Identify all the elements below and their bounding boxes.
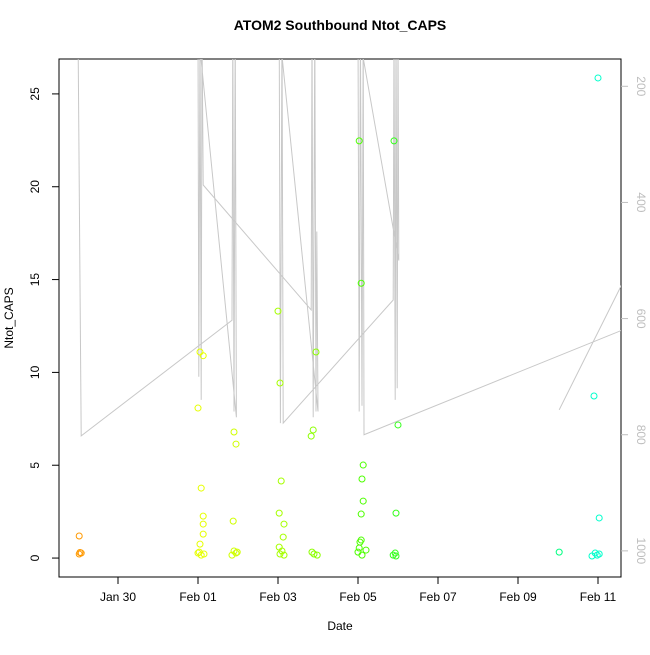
x-tick-label: Feb 01 xyxy=(179,590,217,604)
data-point xyxy=(312,348,320,356)
data-point xyxy=(280,551,288,559)
data-point xyxy=(595,550,603,558)
y-axis-title: Ntot_CAPS xyxy=(2,287,16,348)
y2-tick-label: 1000 xyxy=(634,538,648,565)
y2-tick-label: 800 xyxy=(634,425,648,445)
data-point xyxy=(390,137,398,145)
data-point xyxy=(274,307,282,315)
data-point xyxy=(357,510,365,518)
data-point xyxy=(389,551,397,559)
pressure-line xyxy=(77,59,621,437)
data-point xyxy=(307,432,315,440)
y2-tick-label: 600 xyxy=(634,309,648,329)
data-point xyxy=(355,137,363,145)
x-tick-label: Feb 11 xyxy=(580,590,617,604)
data-point xyxy=(277,477,285,485)
data-point xyxy=(308,548,316,556)
y-tick-label: 25 xyxy=(28,87,42,101)
data-point xyxy=(555,548,563,556)
plot-area xyxy=(75,59,621,560)
data-point xyxy=(392,509,400,517)
data-point xyxy=(233,548,241,556)
data-point xyxy=(200,550,208,558)
data-point xyxy=(595,514,603,522)
data-point xyxy=(359,461,367,469)
data-point xyxy=(313,551,321,559)
data-point xyxy=(309,426,317,434)
data-point xyxy=(199,352,207,360)
y2-tick-label: 200 xyxy=(634,76,648,96)
data-point xyxy=(394,421,402,429)
data-point xyxy=(594,74,602,82)
x-tick-label: Feb 07 xyxy=(419,590,457,604)
data-point xyxy=(310,550,318,558)
data-point xyxy=(357,279,365,287)
data-point xyxy=(232,440,240,448)
x-tick-label: Jan 30 xyxy=(100,590,136,604)
plot-frame xyxy=(58,58,622,578)
data-point xyxy=(228,551,236,559)
data-point xyxy=(199,520,207,528)
data-point xyxy=(199,512,207,520)
data-point xyxy=(362,546,370,554)
data-point xyxy=(358,475,366,483)
x-axis-title: Date xyxy=(327,619,353,633)
x-tick-label: Feb 03 xyxy=(259,590,297,604)
data-point xyxy=(391,549,399,557)
y-tick-label: 5 xyxy=(28,462,42,469)
y-tick-label: 0 xyxy=(28,554,42,561)
data-point xyxy=(276,379,284,387)
data-point xyxy=(194,404,202,412)
data-point xyxy=(355,544,363,552)
data-point xyxy=(279,533,287,541)
data-point xyxy=(590,392,598,400)
data-point xyxy=(359,497,367,505)
data-point xyxy=(196,540,204,548)
x-tick-label: Feb 05 xyxy=(339,590,377,604)
data-point xyxy=(276,550,284,558)
data-point xyxy=(358,551,366,559)
y-tick-label: 20 xyxy=(28,180,42,194)
x-tick-label: Feb 09 xyxy=(499,590,537,604)
data-point xyxy=(280,520,288,528)
chart-title: ATOM2 Southbound Ntot_CAPS xyxy=(234,17,447,33)
data-point xyxy=(230,547,238,555)
data-point xyxy=(75,550,83,558)
data-point xyxy=(230,428,238,436)
data-point xyxy=(232,549,240,557)
data-point xyxy=(275,509,283,517)
y-tick-label: 15 xyxy=(28,273,42,287)
data-point xyxy=(588,552,596,560)
y2-tick-label: 400 xyxy=(634,192,648,212)
data-point xyxy=(229,517,237,525)
data-point xyxy=(75,532,83,540)
data-point xyxy=(199,530,207,538)
y-tick-label: 10 xyxy=(28,365,42,379)
data-point xyxy=(197,484,205,492)
